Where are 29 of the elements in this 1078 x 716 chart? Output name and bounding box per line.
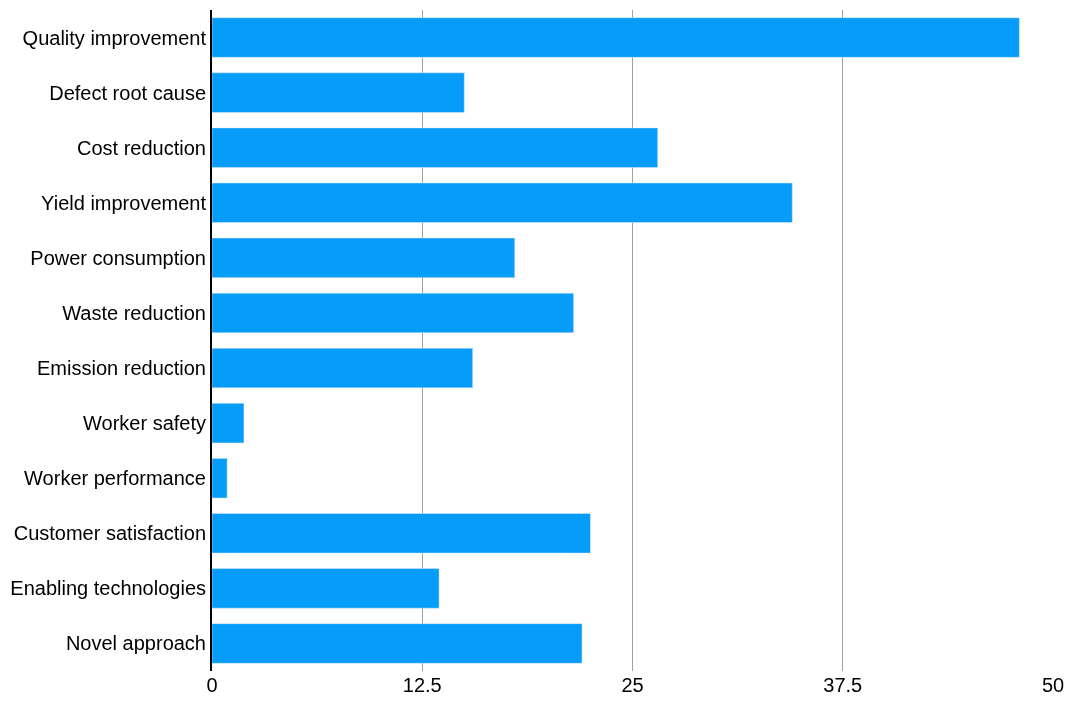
bar [212,568,440,609]
y-tick-label: Worker performance [24,467,206,490]
y-tick-label: Enabling technologies [10,577,206,600]
y-tick-label: Novel approach [65,632,206,655]
bar [212,623,583,664]
y-tick-label: Power consumption [30,246,206,269]
y-tick-label: Emission reduction [37,357,206,380]
x-tick-label: 0 [206,674,218,696]
y-tick-label: Defect root cause [49,81,206,104]
y-tick-label: Worker safety [83,412,206,435]
bar [212,237,516,278]
x-tick-label: 25 [621,674,644,696]
x-tick-label: 12.5 [402,674,442,696]
x-tick-label: 50 [1041,674,1065,696]
bar [212,458,228,499]
y-tick-label: Cost reduction [77,136,206,159]
bar [212,403,245,444]
bar [212,127,658,168]
bar [212,72,465,113]
bar [212,292,574,334]
y-tick-label: Waste reduction [62,301,206,324]
bar [212,17,1020,58]
y-tick-label: Yield improvement [41,191,207,214]
x-tick-label: 37.5 [823,674,863,696]
bar [212,347,473,389]
y-tick-label: Customer satisfaction [13,522,206,545]
bar [212,182,793,223]
y-tick-label: Quality improvement [22,26,207,49]
bar [212,513,591,554]
